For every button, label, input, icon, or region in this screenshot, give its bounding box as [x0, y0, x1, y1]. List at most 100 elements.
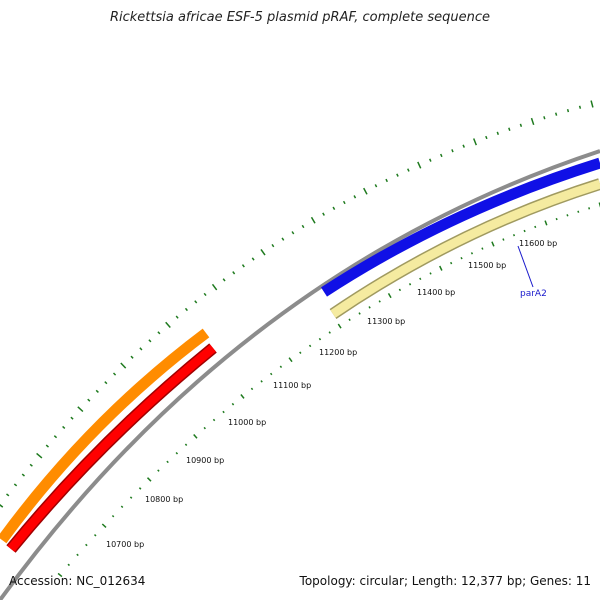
tick-mark: [555, 217, 558, 221]
tick-mark: [271, 243, 275, 248]
tick-mark: [70, 416, 74, 420]
tick-mark: [62, 425, 66, 429]
tick-mark: [148, 339, 152, 343]
tick-mark: [451, 149, 454, 153]
tick-mark: [13, 483, 18, 487]
tick-mark: [566, 214, 569, 217]
tick-mark: [45, 444, 49, 448]
scale-label: 11600 bp: [519, 239, 557, 248]
tick-mark: [76, 553, 79, 557]
tick-mark: [232, 271, 236, 275]
scale-label: 11500 bp: [468, 261, 506, 270]
tick-mark: [440, 153, 443, 158]
tick-mark: [129, 496, 133, 499]
tick-mark: [429, 158, 432, 162]
tick-mark: [203, 292, 207, 297]
feature-blue: [321, 157, 600, 297]
tick-mark: [473, 138, 477, 146]
tick-mark: [146, 477, 152, 482]
feature-red: [7, 344, 216, 552]
tick-mark: [57, 572, 63, 578]
tick-mark: [332, 206, 336, 210]
tick-mark: [530, 117, 535, 126]
tick-mark: [460, 256, 463, 260]
tick-mark: [175, 315, 179, 319]
tick-mark: [508, 127, 511, 131]
scale-label: 10800 bp: [145, 495, 183, 504]
scale-label: 11000 bp: [228, 418, 266, 427]
tick-mark: [222, 410, 225, 414]
tick-mark: [308, 344, 312, 348]
tick-mark: [193, 434, 198, 439]
tick-mark: [222, 278, 226, 282]
outer-tick-ring: [0, 100, 594, 508]
tick-mark: [240, 394, 245, 399]
tick-mark: [281, 237, 285, 241]
tick-mark: [203, 426, 206, 430]
accession-text: Accession: NC_012634: [9, 574, 146, 588]
tick-mark: [358, 312, 361, 315]
tick-mark: [175, 451, 179, 455]
tick-mark: [512, 233, 516, 237]
tick-mark: [120, 362, 127, 369]
scale-label: 11400 bp: [417, 288, 455, 297]
tick-mark: [260, 380, 263, 383]
tick-mark: [544, 220, 548, 226]
tick-mark: [241, 264, 245, 268]
tick-mark: [342, 200, 346, 205]
feature-orange: [0, 328, 210, 544]
tick-mark: [120, 505, 124, 509]
tick-mark: [184, 307, 188, 312]
tick-mark: [519, 123, 523, 127]
tick-mark: [462, 144, 465, 148]
tick-mark: [21, 473, 25, 477]
tick-mark: [194, 300, 198, 304]
tick-mark: [53, 435, 58, 439]
scale-label: 11200 bp: [319, 348, 357, 357]
tick-mark: [6, 493, 10, 497]
tick-mark: [328, 331, 331, 334]
gene-label-connector: [517, 245, 534, 288]
tick-mark: [77, 406, 84, 413]
scale-label: 10700 bp: [106, 540, 144, 549]
tick-mark: [577, 210, 580, 213]
tick-mark: [374, 184, 378, 188]
tick-mark: [387, 293, 392, 299]
tick-mark: [270, 372, 273, 376]
tick-mark: [417, 161, 422, 169]
tick-mark: [101, 523, 107, 528]
tick-mark: [138, 487, 142, 490]
tick-mark: [251, 257, 255, 261]
tick-mark: [279, 365, 283, 369]
tick-mark: [543, 116, 546, 120]
tick-mark: [85, 543, 88, 547]
tick-mark: [322, 212, 325, 216]
tick-mark: [29, 463, 33, 467]
tick-mark: [554, 112, 558, 116]
tick-mark: [111, 514, 115, 518]
tick-mark: [139, 347, 143, 351]
tick-mark: [534, 225, 537, 229]
feature-yellow: [330, 179, 600, 318]
tick-mark: [363, 187, 368, 195]
tick-mark: [211, 283, 218, 291]
tick-mark: [590, 100, 594, 108]
topology-summary: Topology: circular; Length: 12,377 bp; G…: [299, 574, 591, 588]
tick-mark: [157, 331, 161, 335]
tick-mark: [36, 452, 43, 459]
tick-mark: [566, 109, 570, 113]
tick-mark: [419, 277, 422, 281]
scale-label: 11100 bp: [273, 381, 311, 390]
tick-mark: [407, 168, 410, 172]
tick-mark: [523, 229, 526, 233]
tick-mark: [398, 288, 402, 292]
tick-mark: [231, 402, 235, 406]
tick-mark: [299, 351, 302, 354]
tick-mark: [491, 241, 495, 247]
tick-mark: [318, 337, 322, 341]
tick-mark: [408, 283, 412, 286]
tick-mark: [578, 105, 582, 109]
tick-mark: [130, 355, 134, 359]
tick-mark: [250, 387, 254, 391]
